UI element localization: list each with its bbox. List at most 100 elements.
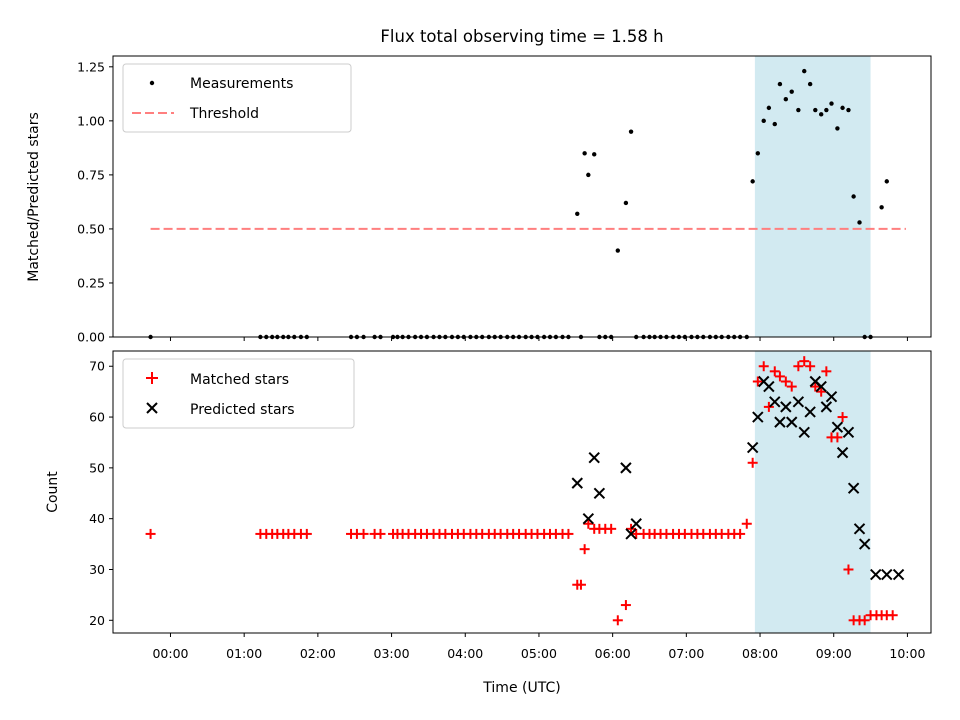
legend-matched-marker bbox=[146, 372, 158, 384]
predicted-stars-point bbox=[752, 411, 764, 423]
measurements-point bbox=[750, 179, 755, 184]
x-axis-label: Time (UTC) bbox=[482, 680, 560, 696]
x-tick-label: 04:00 bbox=[447, 646, 483, 661]
matched-stars-point bbox=[859, 615, 870, 626]
predicted-stars-point bbox=[774, 416, 786, 428]
matched-stars-point bbox=[793, 361, 804, 372]
predicted-stars-point bbox=[620, 462, 632, 474]
predicted-stars-point bbox=[842, 426, 855, 439]
panel-count-ylabel: Count bbox=[45, 471, 61, 513]
chart-title: Flux total observing time = 1.58 h bbox=[380, 27, 663, 46]
y-tick-label: 40 bbox=[89, 511, 105, 526]
matched-stars-point bbox=[837, 412, 848, 423]
measurements-point bbox=[575, 211, 580, 216]
measurements-point bbox=[628, 129, 634, 134]
measurements-point bbox=[623, 200, 629, 206]
predicted-stars-point bbox=[858, 538, 871, 550]
y-tick-label: 30 bbox=[89, 562, 105, 577]
y-tick-label: 0.75 bbox=[77, 167, 105, 182]
predicted-stars-point bbox=[786, 416, 798, 428]
predicted-stars-point bbox=[820, 401, 833, 413]
x-tick-label: 01:00 bbox=[226, 646, 262, 661]
panel-count-legend: Matched stars Predicted stars bbox=[122, 358, 355, 429]
panel-ratio-frame bbox=[112, 55, 932, 338]
y-tick-label: 0.25 bbox=[77, 275, 105, 290]
x-tick-label: 06:00 bbox=[595, 646, 631, 661]
matched-stars-point bbox=[769, 366, 780, 377]
panel-ratio-y-ticks: 0.00 0.25 0.50 0.75 1.00 1.25 bbox=[77, 59, 113, 345]
predicted-stars-point bbox=[582, 512, 595, 525]
x-tick-label: 08:00 bbox=[742, 646, 778, 661]
matched-stars-point bbox=[620, 600, 631, 611]
matched-stars-point bbox=[780, 376, 791, 387]
matched-stars-point bbox=[758, 361, 769, 372]
legend-threshold-label: Threshold bbox=[189, 106, 259, 122]
predicted-stars-point bbox=[804, 406, 816, 418]
panel-ratio-legend: Measurements Threshold bbox=[122, 63, 352, 133]
matched-stars-point bbox=[301, 528, 312, 539]
measurements-point bbox=[824, 107, 829, 113]
predicted-stars-point bbox=[593, 487, 606, 499]
predicted-stars-point bbox=[815, 380, 827, 393]
measurements-point bbox=[592, 152, 597, 157]
panel-ratio-legend-box bbox=[122, 63, 352, 133]
predicted-stars-point bbox=[769, 396, 781, 408]
matched-stars-point bbox=[583, 518, 594, 529]
predicted-stars-point bbox=[763, 380, 775, 393]
x-tick-label: 03:00 bbox=[374, 646, 410, 661]
matched-stars-point bbox=[563, 528, 574, 539]
legend-measurements-label: Measurements bbox=[190, 76, 293, 92]
predicted-stars-point bbox=[625, 528, 637, 540]
panel-count-x-ticks: 00:00 01:00 02:00 03:00 04:00 05:00 06:00 07:00… bbox=[152, 633, 925, 661]
measurements-point bbox=[851, 194, 856, 199]
measurements-point bbox=[755, 151, 761, 156]
predicted-stars-point bbox=[825, 391, 838, 403]
panel-count: 20 30 40 50 60 70 00:00 01:00 02:00 03:00 04:00 05… bbox=[45, 350, 932, 661]
matched-stars-point bbox=[832, 432, 843, 443]
legend-predicted-label: Predicted stars bbox=[190, 402, 295, 418]
panel-count-frame bbox=[112, 350, 932, 634]
panel-count-y-ticks: 20 30 40 50 60 70 bbox=[89, 359, 113, 628]
y-tick-label: 1.25 bbox=[77, 59, 105, 74]
measurements-point bbox=[857, 220, 862, 225]
matched-stars-point bbox=[606, 523, 617, 534]
matched-stars-point bbox=[786, 381, 797, 392]
measurements-point bbox=[582, 151, 587, 156]
matched-stars-point bbox=[799, 356, 810, 367]
y-tick-label: 0.00 bbox=[77, 330, 105, 345]
x-tick-label: 07:00 bbox=[668, 646, 704, 661]
predicted-stars-point bbox=[853, 523, 866, 535]
predicted-stars-point bbox=[798, 426, 810, 439]
matched-stars-point bbox=[741, 518, 752, 529]
panel-ratio-ylabel: Matched/Predicted stars bbox=[26, 112, 42, 282]
measurements-point bbox=[829, 101, 834, 106]
predicted-stars-point bbox=[836, 446, 849, 459]
panel-ratio: 0.00 0.25 0.50 0.75 1.00 1.25 Matched/Predict… bbox=[26, 55, 932, 345]
matched-stars-point bbox=[752, 376, 763, 387]
panel-ratio-x-ticks bbox=[169, 337, 908, 341]
panel-count-legend-box bbox=[122, 358, 355, 429]
y-tick-label: 70 bbox=[89, 359, 105, 374]
measurements-point bbox=[615, 248, 621, 253]
panel-count-highlight-span bbox=[754, 351, 871, 633]
y-tick-label: 20 bbox=[89, 613, 105, 628]
predicted-stars-point bbox=[792, 396, 805, 408]
predicted-stars-point bbox=[847, 482, 860, 494]
measurements-point bbox=[777, 81, 783, 87]
panel-count-marks bbox=[145, 356, 905, 626]
y-tick-label: 1.00 bbox=[77, 113, 105, 128]
measurements-point bbox=[796, 107, 801, 113]
measurements-point bbox=[835, 126, 840, 131]
measurements-point bbox=[802, 68, 807, 74]
matched-stars-point bbox=[747, 457, 758, 468]
matched-stars-point bbox=[145, 528, 156, 539]
matched-stars-point bbox=[816, 386, 827, 397]
predicted-stars-point bbox=[780, 401, 792, 413]
measurements-point bbox=[766, 105, 772, 111]
matched-stars-point bbox=[805, 361, 816, 372]
matched-stars-point bbox=[763, 401, 774, 412]
predicted-stars-point bbox=[630, 518, 642, 530]
measurements-point bbox=[840, 105, 845, 111]
matched-stars-point bbox=[575, 579, 586, 590]
x-tick-label: 02:00 bbox=[300, 646, 336, 661]
